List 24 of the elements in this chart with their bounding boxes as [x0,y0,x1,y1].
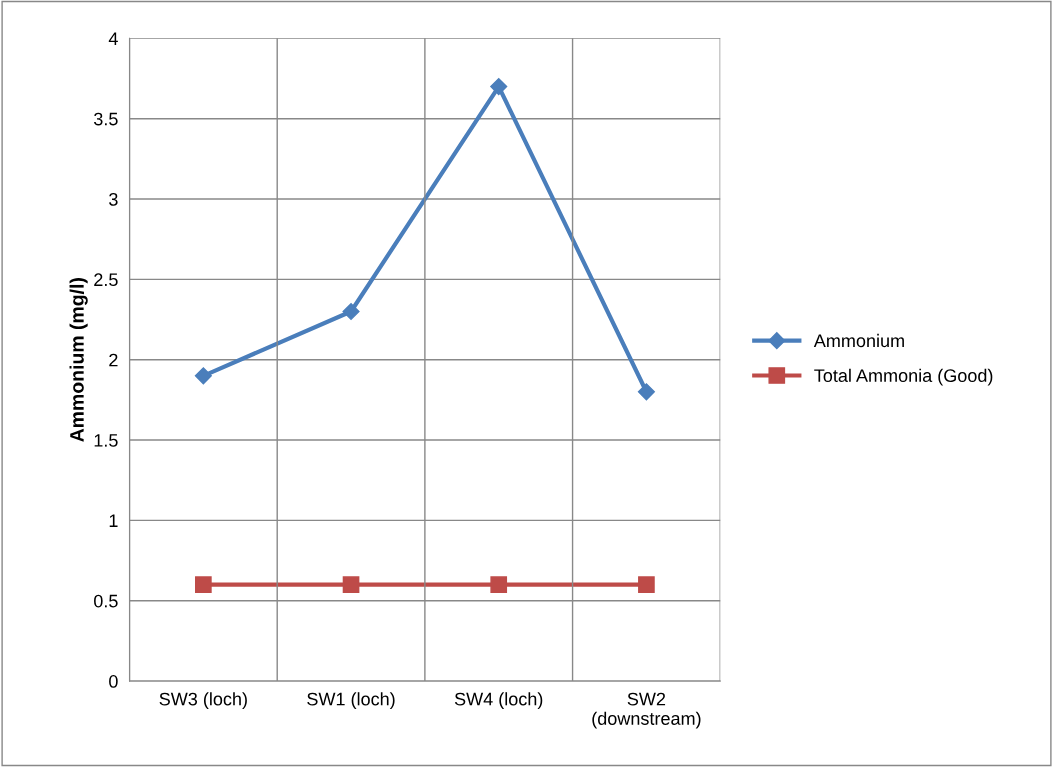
point [637,383,655,401]
y-axis-title: Ammonium (mg/l) [69,278,88,442]
y-tick-label: 0.5 [94,594,118,608]
point [638,576,655,594]
x-tick-label: SW2 (downstream) [592,692,701,729]
y-tick-label: 1 [109,514,118,527]
x-tick-label: SW3 (loch) [159,692,247,710]
y-tick-label: 3.5 [94,112,118,126]
y-tick-label: 1.5 [94,434,118,447]
point [194,367,212,385]
point [342,576,360,594]
y-tick-label: 2 [109,353,118,367]
x-tick-label: SW4 (loch) [454,692,543,710]
y-tick-label: 3 [109,192,118,206]
point [342,302,360,321]
y-tick-label: 4 [108,32,118,45]
x-tick-label: SW1 (loch) [307,692,395,710]
point [490,78,508,96]
point [195,576,212,594]
y-tick-label: 2.5 [94,273,118,287]
legend-label: Total Ammonia (Good) [814,368,993,386]
legend-label: Ammonium [813,333,904,348]
point [490,576,508,594]
y-tick-label: 0 [109,675,118,688]
